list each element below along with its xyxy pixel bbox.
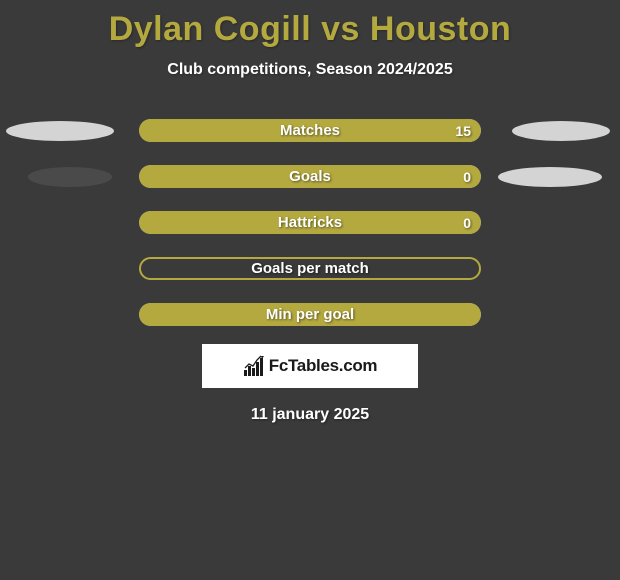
attribution: FcTables.com [202,344,418,388]
stat-bar: Goals 0 [139,165,481,188]
stat-row: Min per goal [0,303,620,326]
stat-row: Goals 0 [0,165,620,188]
decorative-ellipse [512,121,610,141]
decorative-ellipse [28,167,112,187]
stat-label: Goals per match [251,260,369,277]
date-label: 11 january 2025 [0,406,620,424]
stat-label: Matches [280,122,340,139]
attribution-brand: FcTables.com [269,356,378,376]
stat-row: Goals per match [0,257,620,280]
fctables-logo-icon [243,355,265,377]
page-title: Dylan Cogill vs Houston [0,0,620,49]
stat-row: Hattricks 0 [0,211,620,234]
stat-row: Matches 15 [0,119,620,142]
stat-value: 15 [455,123,471,139]
stat-value: 0 [463,215,471,231]
subtitle: Club competitions, Season 2024/2025 [0,61,620,79]
stat-bar: Matches 15 [139,119,481,142]
decorative-ellipse [498,167,602,187]
stat-bar: Goals per match [139,257,481,280]
stat-bar: Min per goal [139,303,481,326]
stat-label: Min per goal [266,306,354,323]
stat-label: Hattricks [278,214,342,231]
stat-value: 0 [463,169,471,185]
stat-label: Goals [289,168,331,185]
decorative-ellipse [6,121,114,141]
stat-rows: Matches 15 Goals 0 Hattricks 0 Goals per match… [0,119,620,326]
stat-bar: Hattricks 0 [139,211,481,234]
